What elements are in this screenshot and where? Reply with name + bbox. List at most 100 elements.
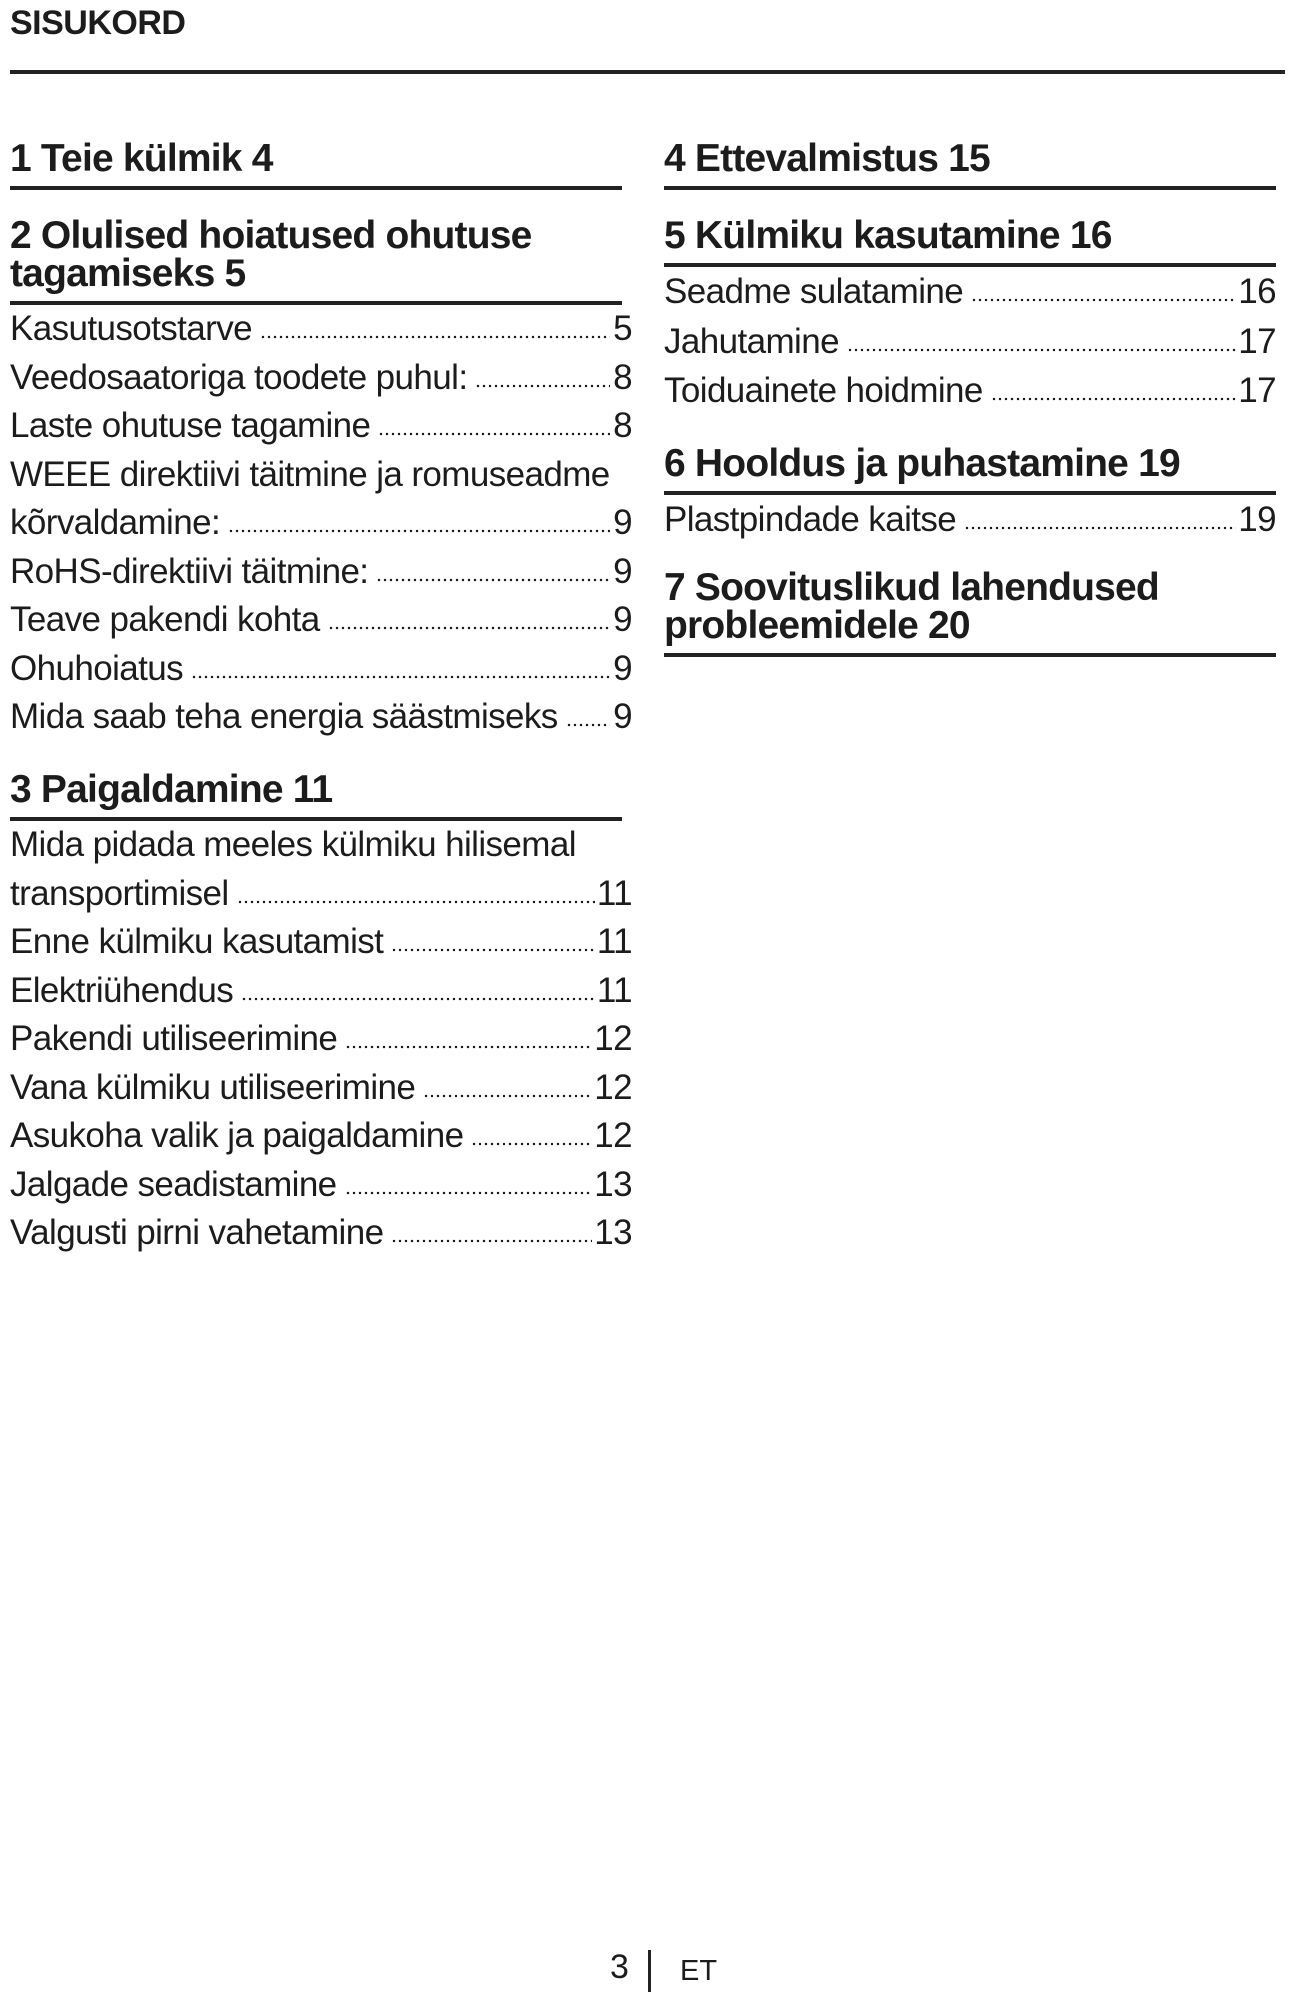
toc-section: 3 Paigaldamine 11 Mida pidada meeles külm…	[10, 768, 633, 1258]
toc-entry-line: Elektriühendus 11	[10, 967, 633, 1016]
toc-entry-line: Pakendi utiliseerimine 12	[10, 1015, 633, 1064]
language-code: ET	[680, 1955, 718, 1987]
toc-entry[interactable]: RoHS-direktiivi täitmine: 9	[10, 548, 633, 597]
dot-leader	[471, 1141, 593, 1147]
section-heading[interactable]: 5 Külmiku kasutamine 16	[664, 214, 1276, 267]
footer-divider	[648, 1950, 651, 1992]
dot-leader	[391, 1238, 593, 1244]
toc-entry-page: 11	[596, 970, 633, 1010]
toc-entry[interactable]: Laste ohutuse tagamine 8	[10, 402, 633, 451]
toc-section: 4 Ettevalmistus 15	[664, 139, 1276, 190]
dot-leader	[376, 576, 610, 583]
toc-entry-title: Kasutusotstarve	[10, 309, 253, 348]
section-heading[interactable]: 6 Hooldus ja puhastamine 19	[664, 442, 1276, 495]
toc-entry-title: Vana külmiku utiliseerimine	[10, 1067, 416, 1107]
toc-entry[interactable]: Enne külmiku kasutamist 11	[10, 918, 633, 967]
toc-entry-title: kõrvaldamine:	[10, 503, 221, 542]
toc-entry[interactable]: Ohuhoiatus 9	[10, 645, 633, 694]
toc-entry-line: Teave pakendi kohta 9	[10, 596, 633, 645]
toc-entry[interactable]: Seadme sulatamine 16	[664, 267, 1277, 317]
toc-entry-page: 17	[1238, 321, 1276, 361]
toc-entry-page: 12	[594, 1019, 632, 1058]
dot-leader	[191, 673, 610, 680]
dot-leader	[846, 346, 1237, 353]
dot-leader	[327, 625, 610, 631]
toc-entry-title: Enne külmiku kasutamist	[10, 922, 384, 961]
toc-entry-page: 12	[594, 1116, 632, 1155]
toc-entry-title: Pakendi utiliseerimine	[10, 1019, 338, 1058]
toc-entry-title: WEEE direktiivi täitmine ja romuseadme	[10, 454, 610, 494]
section-heading[interactable]: 1 Teie külmik 4	[10, 137, 622, 190]
section-heading-line: probleemidele 20	[664, 604, 971, 647]
toc-entry-title: Valgusti pirni vahetamine	[10, 1213, 384, 1252]
toc-entry[interactable]: Jalgade seadistamine 13	[10, 1161, 633, 1210]
toc-entry[interactable]: Elektriühendus 11	[10, 967, 633, 1016]
toc-entry[interactable]: Asukoha valik ja paigaldamine 12	[10, 1112, 633, 1161]
toc-entry-line: Ohuhoiatus 9	[10, 645, 633, 694]
document-title: SISUKORD	[10, 4, 186, 42]
toc-entry[interactable]: Plastpindade kaitse 19	[664, 495, 1277, 545]
toc-entry[interactable]: WEEE direktiivi täitmine ja romuseadme kõ…	[10, 451, 633, 548]
toc-entry[interactable]: Teave pakendi kohta 9	[10, 596, 633, 645]
toc-entry-page: 16	[1238, 272, 1276, 311]
page-number: 3	[610, 1948, 629, 1986]
section-heading-line: tagamiseks 5	[10, 252, 246, 295]
section-heading[interactable]: 3 Paigaldamine 11	[10, 768, 622, 821]
toc-entry-page: 11	[596, 873, 633, 913]
section-heading-line: 2 Olulised hoiatused ohutuse	[10, 214, 532, 257]
toc-entry-title: Veedosaatoriga toodete puhul:	[10, 357, 468, 397]
toc-entry-line: Vana külmiku utiliseerimine 12	[10, 1064, 633, 1113]
toc-entry-line: Valgusti pirni vahetamine 13	[10, 1209, 633, 1258]
toc-entry-title: Ohuhoiatus	[10, 648, 184, 688]
section-heading-line: 6 Hooldus ja puhastamine 19	[664, 442, 1181, 485]
toc-entry-page: 13	[594, 1164, 632, 1204]
section-heading-line: 1 Teie külmik 4	[10, 137, 273, 180]
toc-entry-line: Mida saab teha energia säästmiseks 9	[10, 693, 633, 742]
toc-entry-page: 5	[613, 309, 632, 348]
toc-section: 6 Hooldus ja puhastamine 19 Plastpindade …	[664, 442, 1277, 545]
toc-entry-title: Asukoha valik ja paigaldamine	[10, 1116, 464, 1155]
toc-entry-page: 9	[613, 697, 632, 736]
toc-entry-title: Laste ohutuse tagamine	[10, 406, 371, 445]
toc-entry[interactable]: Valgusti pirni vahetamine 13	[10, 1209, 633, 1258]
toc-entry[interactable]: Vana külmiku utiliseerimine 12	[10, 1064, 633, 1113]
toc-entry-page: 9	[613, 551, 632, 591]
section-heading[interactable]: 4 Ettevalmistus 15	[664, 139, 1276, 190]
toc-entry[interactable]: Veedosaatoriga toodete puhul: 8	[10, 354, 633, 403]
toc-entry-title: Mida saab teha energia säästmiseks	[10, 697, 558, 736]
dot-leader	[241, 995, 595, 1002]
toc-entry[interactable]: Pakendi utiliseerimine 12	[10, 1015, 633, 1064]
toc-entry-title: Teave pakendi kohta	[10, 600, 320, 639]
toc-entry[interactable]: Mida pidada meeles külmiku hilisemal tran…	[10, 821, 633, 918]
toc-entry-title: Toiduainete hoidmine	[664, 371, 983, 410]
toc-entry[interactable]: Jahutamine 17	[664, 317, 1277, 367]
dot-leader	[378, 431, 610, 437]
dot-leader	[423, 1092, 593, 1099]
toc-entry-title: Elektriühendus	[10, 970, 234, 1010]
toc-entry-line: WEEE direktiivi täitmine ja romuseadme	[10, 451, 622, 500]
toc-entry-line: Jalgade seadistamine 13	[10, 1161, 633, 1210]
toc-entry-page: 9	[613, 600, 632, 639]
toc-entry-line: kõrvaldamine: 9	[10, 499, 633, 548]
toc-entry-line: Veedosaatoriga toodete puhul: 8	[10, 354, 633, 403]
toc-entry[interactable]: Kasutusotstarve 5	[10, 305, 633, 354]
toc-section: 2 Olulised hoiatused ohutuse tagamiseks 5…	[10, 214, 633, 742]
section-heading[interactable]: 7 Soovituslikud lahendused probleemidele …	[664, 568, 1276, 657]
section-heading-line: 3 Paigaldamine 11	[10, 768, 333, 811]
toc-entry-title: Jahutamine	[664, 321, 840, 361]
dot-leader	[565, 722, 610, 728]
toc-entry-line: Seadme sulatamine 16	[664, 267, 1277, 317]
toc-entry-page: 17	[1238, 371, 1276, 410]
toc-entry-line: Enne külmiku kasutamist 11	[10, 918, 633, 967]
toc-entry-line: Laste ohutuse tagamine 8	[10, 402, 633, 451]
toc-entry-line: Kasutusotstarve 5	[10, 305, 633, 354]
toc-entry-title: Plastpindade kaitse	[664, 500, 957, 539]
toc-entry-title: Jalgade seadistamine	[10, 1164, 337, 1204]
toc-entry-page: 12	[594, 1067, 632, 1107]
toc-entry[interactable]: Toiduainete hoidmine 17	[664, 366, 1277, 416]
toc-entry-page: 8	[613, 357, 632, 397]
toc-entry-title: RoHS-direktiivi täitmine:	[10, 551, 369, 591]
toc-entry[interactable]: Mida saab teha energia säästmiseks 9	[10, 693, 633, 742]
section-heading[interactable]: 2 Olulised hoiatused ohutuse tagamiseks 5	[10, 214, 622, 305]
section-heading-line: 5 Külmiku kasutamine 16	[664, 214, 1112, 257]
